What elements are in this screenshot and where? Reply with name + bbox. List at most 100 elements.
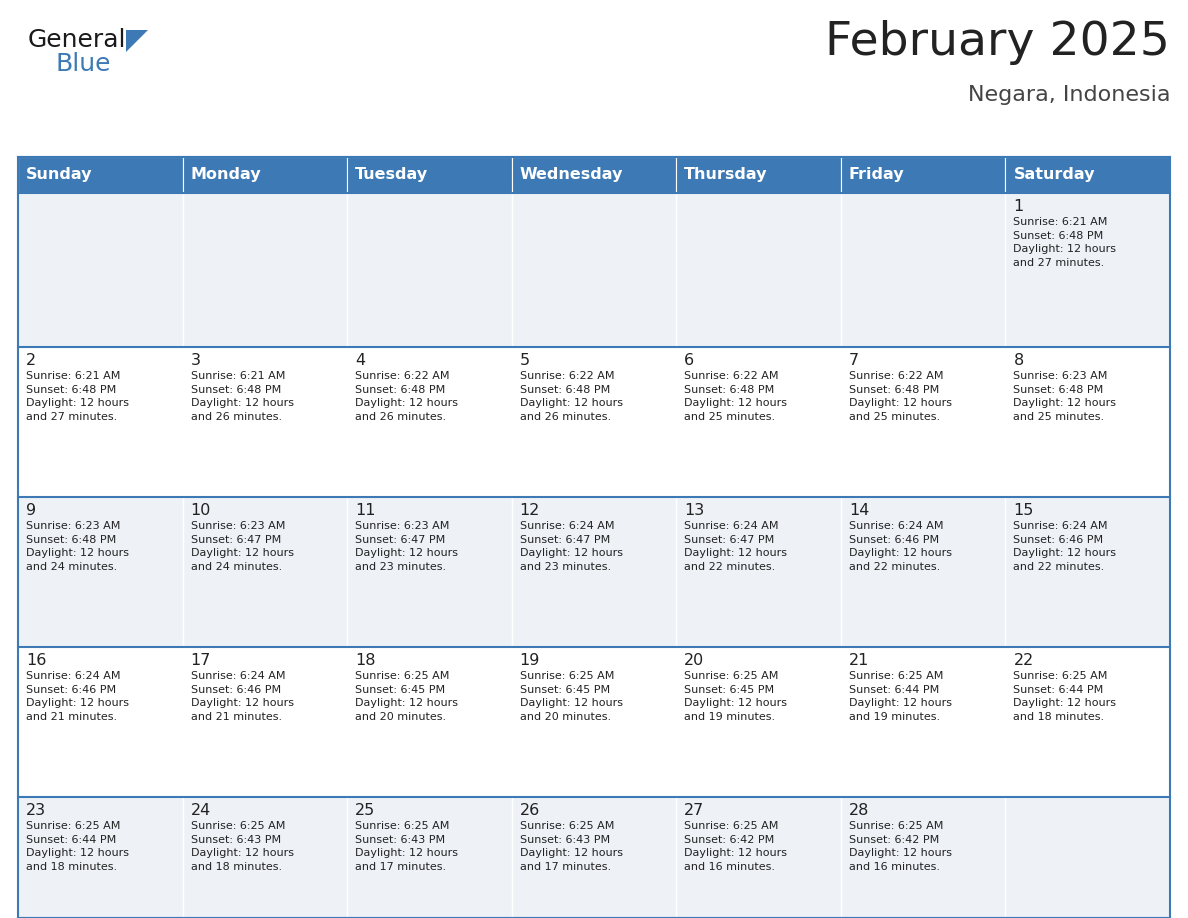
Bar xyxy=(183,347,347,497)
Text: Saturday: Saturday xyxy=(1013,167,1095,183)
Text: Sunrise: 6:23 AM
Sunset: 6:48 PM
Daylight: 12 hours
and 25 minutes.: Sunrise: 6:23 AM Sunset: 6:48 PM Dayligh… xyxy=(1013,371,1117,421)
Text: 4: 4 xyxy=(355,353,365,368)
Text: 15: 15 xyxy=(1013,503,1034,518)
Bar xyxy=(676,497,841,647)
Bar xyxy=(18,193,183,347)
Bar xyxy=(676,647,841,797)
Text: Sunrise: 6:23 AM
Sunset: 6:47 PM
Daylight: 12 hours
and 23 minutes.: Sunrise: 6:23 AM Sunset: 6:47 PM Dayligh… xyxy=(355,521,459,572)
Text: Sunrise: 6:22 AM
Sunset: 6:48 PM
Daylight: 12 hours
and 26 minutes.: Sunrise: 6:22 AM Sunset: 6:48 PM Dayligh… xyxy=(355,371,459,421)
Bar xyxy=(676,157,841,193)
Text: Sunrise: 6:25 AM
Sunset: 6:43 PM
Daylight: 12 hours
and 17 minutes.: Sunrise: 6:25 AM Sunset: 6:43 PM Dayligh… xyxy=(519,821,623,872)
Text: Blue: Blue xyxy=(56,52,112,76)
Text: 13: 13 xyxy=(684,503,704,518)
Text: 9: 9 xyxy=(26,503,36,518)
Bar xyxy=(347,497,512,647)
Text: 21: 21 xyxy=(849,653,870,668)
Text: 3: 3 xyxy=(190,353,201,368)
Text: 19: 19 xyxy=(519,653,541,668)
Bar xyxy=(183,647,347,797)
Text: Sunrise: 6:24 AM
Sunset: 6:47 PM
Daylight: 12 hours
and 23 minutes.: Sunrise: 6:24 AM Sunset: 6:47 PM Dayligh… xyxy=(519,521,623,572)
Bar xyxy=(512,157,676,193)
Text: General: General xyxy=(29,28,126,52)
Bar xyxy=(183,497,347,647)
Bar xyxy=(18,647,183,797)
Bar xyxy=(841,797,1005,918)
Bar xyxy=(347,647,512,797)
Text: Sunrise: 6:24 AM
Sunset: 6:46 PM
Daylight: 12 hours
and 22 minutes.: Sunrise: 6:24 AM Sunset: 6:46 PM Dayligh… xyxy=(1013,521,1117,572)
Bar xyxy=(676,797,841,918)
Text: 5: 5 xyxy=(519,353,530,368)
Text: Wednesday: Wednesday xyxy=(519,167,623,183)
Text: 8: 8 xyxy=(1013,353,1024,368)
Bar xyxy=(512,193,676,347)
Bar xyxy=(347,797,512,918)
Text: Friday: Friday xyxy=(849,167,904,183)
Text: Sunrise: 6:23 AM
Sunset: 6:47 PM
Daylight: 12 hours
and 24 minutes.: Sunrise: 6:23 AM Sunset: 6:47 PM Dayligh… xyxy=(190,521,293,572)
Text: 24: 24 xyxy=(190,803,210,818)
Text: Sunrise: 6:22 AM
Sunset: 6:48 PM
Daylight: 12 hours
and 25 minutes.: Sunrise: 6:22 AM Sunset: 6:48 PM Dayligh… xyxy=(684,371,788,421)
Text: 18: 18 xyxy=(355,653,375,668)
Text: Sunrise: 6:22 AM
Sunset: 6:48 PM
Daylight: 12 hours
and 26 minutes.: Sunrise: 6:22 AM Sunset: 6:48 PM Dayligh… xyxy=(519,371,623,421)
Text: Sunrise: 6:25 AM
Sunset: 6:45 PM
Daylight: 12 hours
and 20 minutes.: Sunrise: 6:25 AM Sunset: 6:45 PM Dayligh… xyxy=(355,671,459,722)
Text: Sunrise: 6:21 AM
Sunset: 6:48 PM
Daylight: 12 hours
and 26 minutes.: Sunrise: 6:21 AM Sunset: 6:48 PM Dayligh… xyxy=(190,371,293,421)
Text: 11: 11 xyxy=(355,503,375,518)
Text: Sunrise: 6:25 AM
Sunset: 6:44 PM
Daylight: 12 hours
and 19 minutes.: Sunrise: 6:25 AM Sunset: 6:44 PM Dayligh… xyxy=(849,671,952,722)
Text: 20: 20 xyxy=(684,653,704,668)
Text: 16: 16 xyxy=(26,653,46,668)
Text: Sunrise: 6:25 AM
Sunset: 6:42 PM
Daylight: 12 hours
and 16 minutes.: Sunrise: 6:25 AM Sunset: 6:42 PM Dayligh… xyxy=(684,821,788,872)
Text: Sunrise: 6:24 AM
Sunset: 6:46 PM
Daylight: 12 hours
and 21 minutes.: Sunrise: 6:24 AM Sunset: 6:46 PM Dayligh… xyxy=(26,671,129,722)
Text: 6: 6 xyxy=(684,353,695,368)
Text: 27: 27 xyxy=(684,803,704,818)
Text: Sunrise: 6:25 AM
Sunset: 6:43 PM
Daylight: 12 hours
and 17 minutes.: Sunrise: 6:25 AM Sunset: 6:43 PM Dayligh… xyxy=(355,821,459,872)
Bar xyxy=(841,347,1005,497)
Text: 7: 7 xyxy=(849,353,859,368)
Text: 22: 22 xyxy=(1013,653,1034,668)
Bar xyxy=(841,157,1005,193)
Bar xyxy=(18,497,183,647)
Text: Sunrise: 6:21 AM
Sunset: 6:48 PM
Daylight: 12 hours
and 27 minutes.: Sunrise: 6:21 AM Sunset: 6:48 PM Dayligh… xyxy=(1013,217,1117,268)
Text: Sunrise: 6:25 AM
Sunset: 6:44 PM
Daylight: 12 hours
and 18 minutes.: Sunrise: 6:25 AM Sunset: 6:44 PM Dayligh… xyxy=(26,821,129,872)
Bar xyxy=(1005,347,1170,497)
Text: Sunrise: 6:25 AM
Sunset: 6:45 PM
Daylight: 12 hours
and 19 minutes.: Sunrise: 6:25 AM Sunset: 6:45 PM Dayligh… xyxy=(684,671,788,722)
Bar xyxy=(18,157,183,193)
Text: 17: 17 xyxy=(190,653,211,668)
Text: 1: 1 xyxy=(1013,199,1024,214)
Text: Sunrise: 6:25 AM
Sunset: 6:45 PM
Daylight: 12 hours
and 20 minutes.: Sunrise: 6:25 AM Sunset: 6:45 PM Dayligh… xyxy=(519,671,623,722)
Bar xyxy=(18,347,183,497)
Text: 12: 12 xyxy=(519,503,541,518)
Text: Tuesday: Tuesday xyxy=(355,167,428,183)
Bar xyxy=(676,193,841,347)
Text: 25: 25 xyxy=(355,803,375,818)
Text: Thursday: Thursday xyxy=(684,167,767,183)
Bar xyxy=(512,647,676,797)
Bar xyxy=(1005,157,1170,193)
Bar xyxy=(183,157,347,193)
Text: 23: 23 xyxy=(26,803,46,818)
Text: 14: 14 xyxy=(849,503,870,518)
Bar xyxy=(512,347,676,497)
Bar xyxy=(1005,647,1170,797)
Text: Sunrise: 6:25 AM
Sunset: 6:42 PM
Daylight: 12 hours
and 16 minutes.: Sunrise: 6:25 AM Sunset: 6:42 PM Dayligh… xyxy=(849,821,952,872)
Text: 26: 26 xyxy=(519,803,541,818)
Text: Sunrise: 6:24 AM
Sunset: 6:46 PM
Daylight: 12 hours
and 22 minutes.: Sunrise: 6:24 AM Sunset: 6:46 PM Dayligh… xyxy=(849,521,952,572)
Bar xyxy=(512,797,676,918)
Text: 10: 10 xyxy=(190,503,211,518)
Bar xyxy=(1005,193,1170,347)
Bar xyxy=(347,347,512,497)
Bar xyxy=(676,347,841,497)
Bar xyxy=(512,497,676,647)
Text: Negara, Indonesia: Negara, Indonesia xyxy=(967,85,1170,105)
Bar xyxy=(183,797,347,918)
Text: Sunrise: 6:24 AM
Sunset: 6:47 PM
Daylight: 12 hours
and 22 minutes.: Sunrise: 6:24 AM Sunset: 6:47 PM Dayligh… xyxy=(684,521,788,572)
Bar xyxy=(347,193,512,347)
Bar xyxy=(1005,497,1170,647)
Text: 2: 2 xyxy=(26,353,36,368)
Text: February 2025: February 2025 xyxy=(826,20,1170,65)
Bar xyxy=(841,497,1005,647)
Text: Sunrise: 6:21 AM
Sunset: 6:48 PM
Daylight: 12 hours
and 27 minutes.: Sunrise: 6:21 AM Sunset: 6:48 PM Dayligh… xyxy=(26,371,129,421)
Bar xyxy=(183,193,347,347)
Bar xyxy=(18,157,1170,918)
Text: Sunday: Sunday xyxy=(26,167,93,183)
Text: Sunrise: 6:23 AM
Sunset: 6:48 PM
Daylight: 12 hours
and 24 minutes.: Sunrise: 6:23 AM Sunset: 6:48 PM Dayligh… xyxy=(26,521,129,572)
Bar xyxy=(18,797,183,918)
